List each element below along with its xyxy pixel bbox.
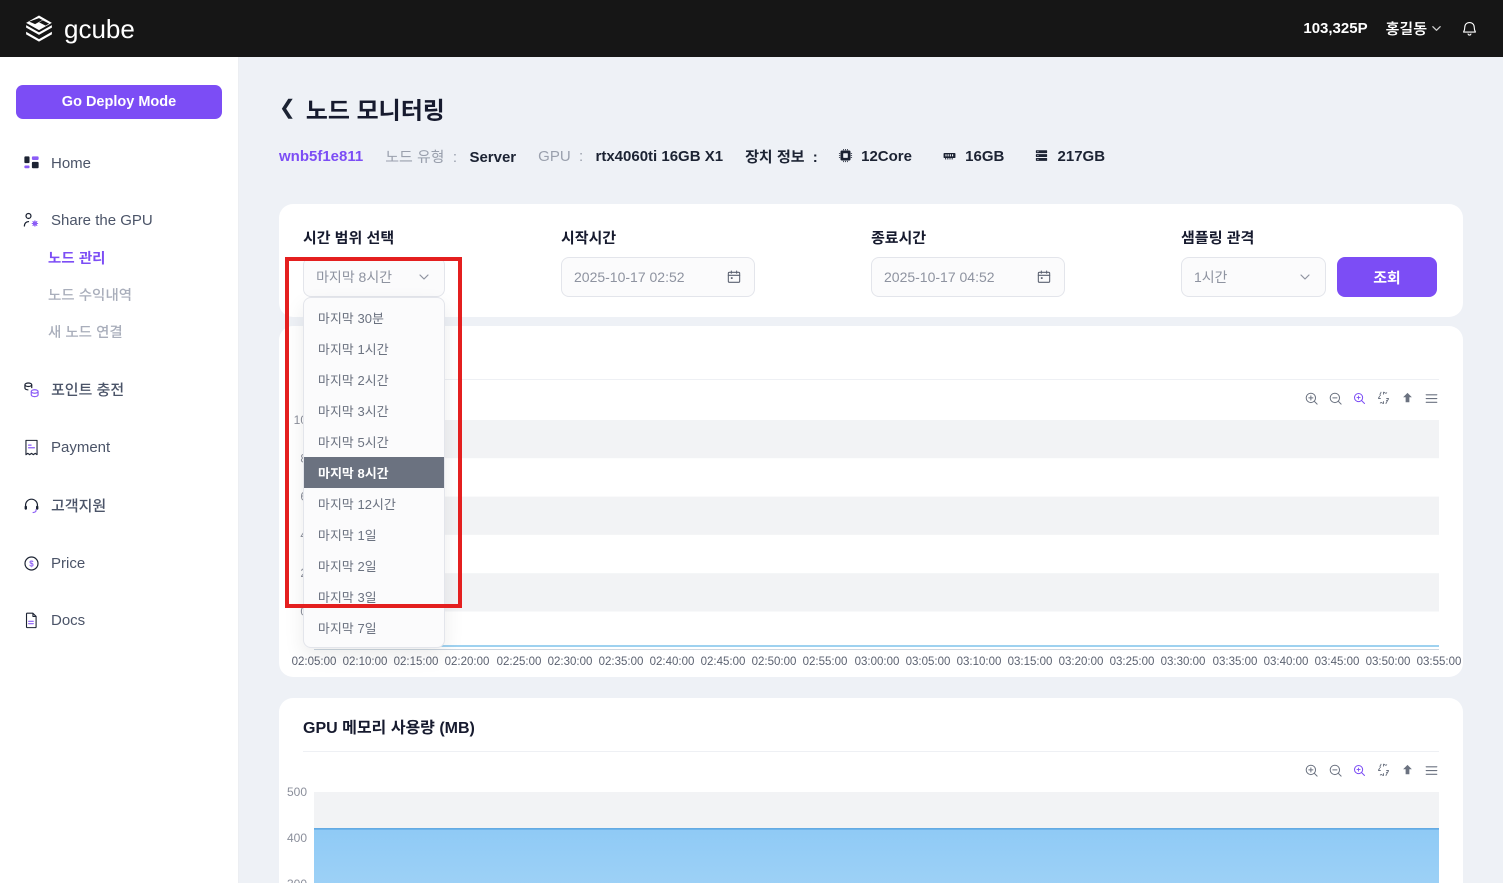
svg-text:300: 300 [287, 877, 307, 883]
svg-text:03:45:00: 03:45:00 [1315, 656, 1360, 668]
svg-text:03:05:00: 03:05:00 [906, 656, 951, 668]
svg-text:03:20:00: 03:20:00 [1059, 656, 1104, 668]
svg-text:03:15:00: 03:15:00 [1008, 656, 1053, 668]
svg-text:02:15:00: 02:15:00 [394, 656, 439, 668]
svg-text:03:40:00: 03:40:00 [1264, 656, 1309, 668]
svg-text:02:50:00: 02:50:00 [752, 656, 797, 668]
svg-text:02:25:00: 02:25:00 [497, 656, 542, 668]
svg-text:02:10:00: 02:10:00 [343, 656, 388, 668]
svg-text:02:40:00: 02:40:00 [650, 656, 695, 668]
svg-text:02:05:00: 02:05:00 [292, 656, 337, 668]
svg-text:03:00:00: 03:00:00 [855, 656, 900, 668]
svg-text:500: 500 [287, 785, 307, 799]
svg-text:03:25:00: 03:25:00 [1110, 656, 1155, 668]
svg-text:02:55:00: 02:55:00 [803, 656, 848, 668]
svg-text:400: 400 [287, 831, 307, 845]
svg-text:03:50:00: 03:50:00 [1366, 656, 1411, 668]
svg-text:03:55:00: 03:55:00 [1417, 656, 1462, 668]
svg-text:02:30:00: 02:30:00 [548, 656, 593, 668]
svg-text:$: $ [29, 560, 34, 569]
svg-text:03:35:00: 03:35:00 [1213, 656, 1258, 668]
svg-text:02:20:00: 02:20:00 [445, 656, 490, 668]
svg-text:02:45:00: 02:45:00 [701, 656, 746, 668]
svg-text:03:30:00: 03:30:00 [1161, 656, 1206, 668]
svg-text:03:10:00: 03:10:00 [957, 656, 1002, 668]
svg-text:02:35:00: 02:35:00 [599, 656, 644, 668]
